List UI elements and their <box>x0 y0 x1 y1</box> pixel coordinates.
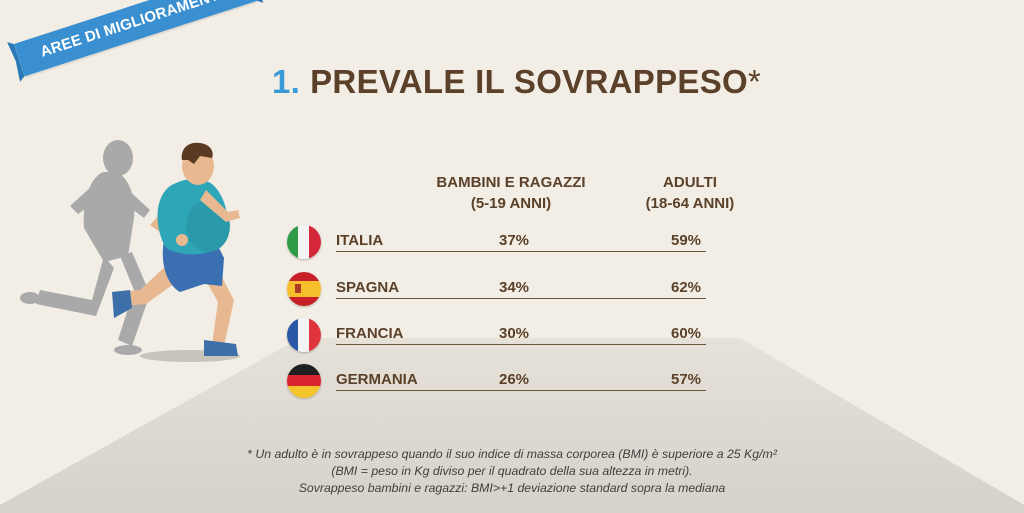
children-value: 37% <box>499 232 530 249</box>
table-row: ITALIA 37% 59% <box>287 225 717 261</box>
row-underline <box>336 390 706 391</box>
title-text: PREVALE IL SOVRAPPESO <box>310 63 748 100</box>
shadow-runner-icon <box>20 140 150 355</box>
country-name: SPAGNA <box>336 279 400 296</box>
column-header-children-range: (5-19 ANNI) <box>470 195 552 212</box>
table-row: FRANCIA 30% 60% <box>287 318 717 354</box>
footnote-line: Sovrappeso bambini e ragazzi: BMI>+1 dev… <box>298 481 726 495</box>
italy-flag-icon <box>287 225 321 259</box>
column-header-children-label: BAMBINI E RAGAZZI <box>436 174 586 191</box>
children-value: 30% <box>499 325 530 342</box>
overweight-runner-icon <box>112 142 240 356</box>
column-header-children: BAMBINI E RAGAZZI (5-19 ANNI) <box>420 172 602 214</box>
germany-flag-icon <box>287 364 321 398</box>
title-number: 1. <box>272 63 301 100</box>
footnote-line: * Un adulto è in sovrappeso quando il su… <box>247 447 777 461</box>
france-flag-icon <box>287 318 321 352</box>
adults-value: 62% <box>671 279 702 296</box>
spain-flag-icon <box>287 272 321 306</box>
country-name: FRANCIA <box>336 325 404 342</box>
runners-illustration <box>20 140 240 362</box>
country-name: GERMANIA <box>336 371 418 388</box>
column-header-adults: ADULTI (18-64 ANNI) <box>620 172 760 214</box>
table-row: SPAGNA 34% 62% <box>287 272 717 308</box>
footnote-line: (BMI = peso in Kg diviso per il quadrato… <box>331 464 693 478</box>
children-value: 34% <box>499 279 530 296</box>
country-name: ITALIA <box>336 232 384 249</box>
column-header-adults-range: (18-64 ANNI) <box>645 195 735 212</box>
table-row: GERMANIA 26% 57% <box>287 364 717 400</box>
adults-value: 59% <box>671 232 702 249</box>
row-underline <box>336 298 706 299</box>
children-value: 26% <box>499 371 530 388</box>
title-asterisk: * <box>747 63 762 100</box>
row-underline <box>336 251 706 252</box>
adults-value: 60% <box>671 325 702 342</box>
adults-value: 57% <box>671 371 702 388</box>
page-title: 1. PREVALE IL SOVRAPPESO* <box>272 60 761 104</box>
footnote: * Un adulto è in sovrappeso quando il su… <box>150 446 874 497</box>
row-underline <box>336 344 706 345</box>
column-header-adults-label: ADULTI <box>663 174 717 191</box>
